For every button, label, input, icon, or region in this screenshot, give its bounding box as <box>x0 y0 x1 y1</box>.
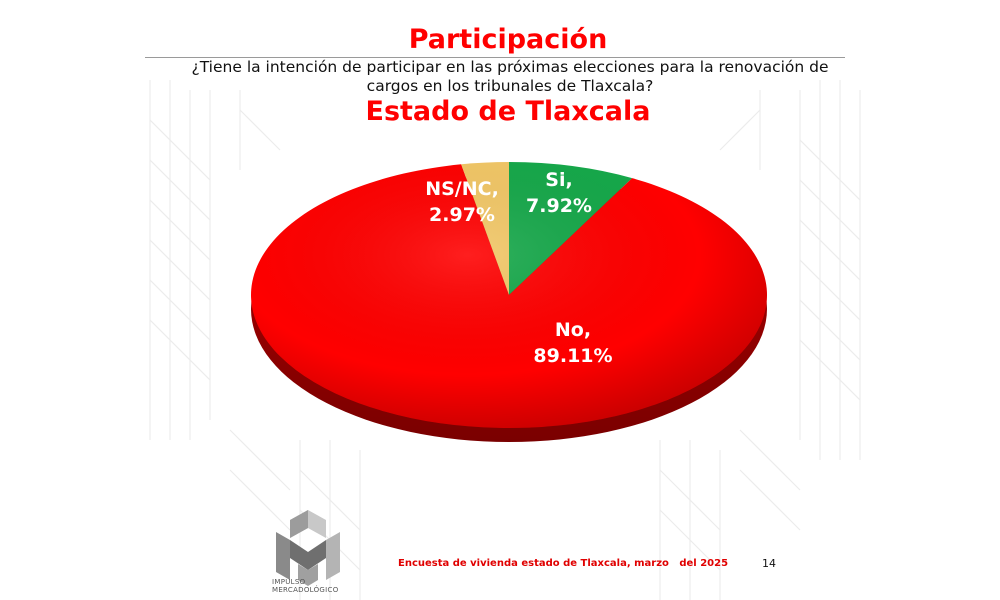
impulso-mercadologico-logo <box>276 510 340 586</box>
chart-title: Participación <box>408 24 608 55</box>
page-number: 14 <box>762 557 776 570</box>
logo-line-1: IMPULSO <box>272 578 306 586</box>
data-label-ns-nc: NS/NC, 2.97% <box>425 178 499 226</box>
source-note: Encuesta de vivienda estado de Tlaxcala,… <box>398 558 729 569</box>
logo-wordmark: IMPULSO MERCADOLÓGICO <box>272 578 362 594</box>
chart-subtitle: Estado de Tlaxcala <box>365 96 651 127</box>
data-label-si: Si, 7.92% <box>526 169 592 217</box>
title-rule <box>145 57 845 58</box>
data-label-no: No, 89.11% <box>533 319 612 367</box>
logo-line-2: MERCADOLÓGICO <box>272 586 339 594</box>
survey-question: ¿Tiene la intención de participar en las… <box>191 58 829 95</box>
